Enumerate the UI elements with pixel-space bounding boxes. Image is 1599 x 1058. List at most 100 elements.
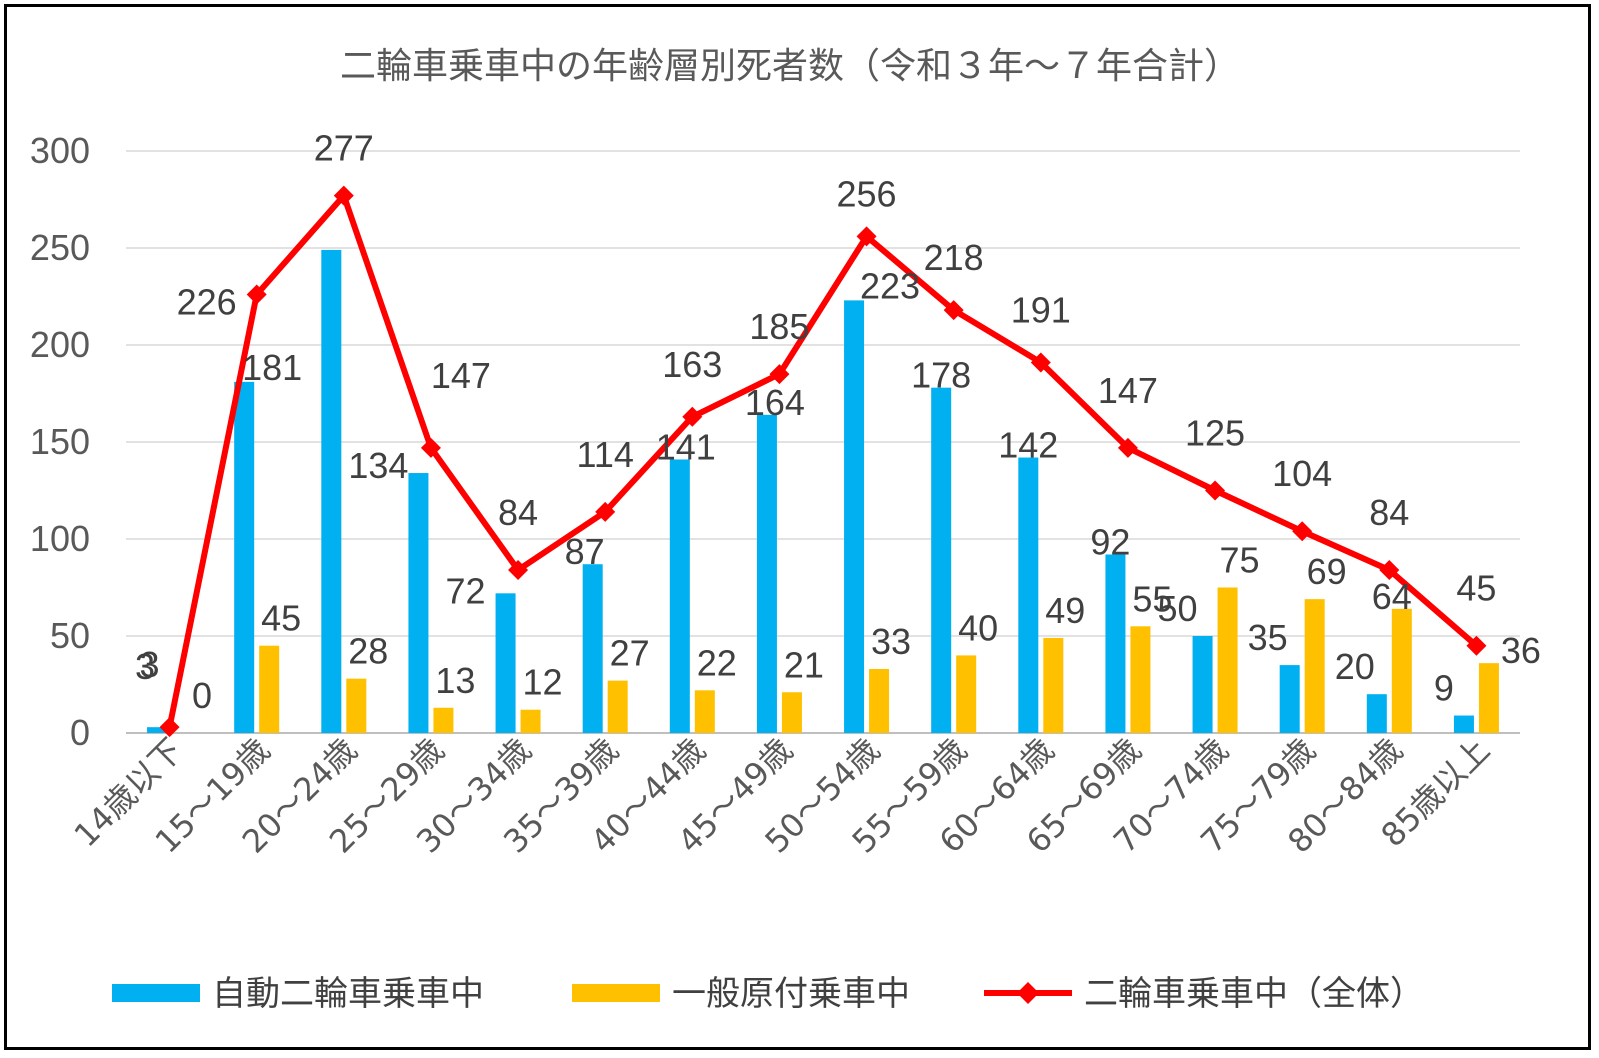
data-label-auto-12: 50 [1158,588,1198,629]
data-label-moped-2: 28 [348,631,388,672]
data-label-moped-3: 13 [435,660,475,701]
data-label-moped-1: 45 [261,598,301,639]
data-label-auto-0: 3 [135,646,155,687]
bar-11-auto-motorcycle [1105,554,1126,733]
bar-4-moped [520,709,541,733]
data-label-total-2: 277 [314,128,374,169]
data-label-moped-0: 0 [192,675,212,716]
data-label-total-13: 104 [1272,453,1332,494]
bar-3-auto-motorcycle [408,473,429,733]
data-label-moped-4: 12 [523,662,563,703]
line-marker-6 [682,406,703,427]
line-marker-10 [1030,352,1051,373]
line-marker-5 [595,501,616,522]
data-label-total-4: 84 [498,492,538,533]
bar-9-auto-motorcycle [931,387,952,733]
data-label-moped-15: 36 [1501,630,1541,671]
bar-5-auto-motorcycle [582,564,603,733]
line-marker-4 [508,560,529,581]
data-label-total-9: 218 [924,237,984,278]
data-label-total-1: 226 [177,282,237,323]
data-label-total-6: 163 [662,344,722,385]
bar-1-moped [259,645,280,733]
data-label-auto-4: 72 [446,570,486,611]
data-label-moped-14: 64 [1372,576,1412,617]
data-label-total-8: 256 [837,173,897,214]
bar-6-moped [694,690,715,733]
bar-1-auto-motorcycle [234,381,255,733]
data-label-moped-11: 55 [1132,578,1172,619]
bar-10-moped [1043,637,1064,733]
data-label-moped-12: 75 [1220,540,1260,581]
chart-frame [4,4,1591,1050]
bar-7-auto-motorcycle [756,414,777,733]
bar-12-auto-motorcycle [1192,636,1213,733]
data-label-auto-10: 142 [998,425,1058,466]
data-label-auto-15: 9 [1434,668,1454,709]
data-label-auto-13: 35 [1248,617,1288,658]
series-line-total [166,192,1479,728]
y-tick-label: 50 [50,615,90,656]
legend-swatch-1 [572,984,660,1002]
data-label-moped-9: 40 [958,607,998,648]
line-marker-3 [420,437,441,458]
bar-15-moped [1478,663,1499,733]
data-label-total-15: 45 [1456,568,1496,609]
line-marker-11 [1117,437,1138,458]
data-label-auto-9: 178 [911,355,971,396]
bar-8-moped [869,668,890,733]
line-marker-14 [1379,560,1400,581]
data-label-auto-11: 92 [1090,522,1130,563]
line-marker-8 [856,226,877,247]
data-label-moped-7: 21 [784,644,824,685]
bar-10-auto-motorcycle [1018,457,1039,733]
bar-3-moped [433,707,454,733]
line-marker-0 [159,717,180,738]
bar-13-moped [1304,599,1325,733]
bar-9-moped [956,655,977,733]
data-label-total-11: 147 [1098,370,1158,411]
data-label-moped-8: 33 [871,621,911,662]
y-tick-label: 300 [30,130,90,171]
line-marker-15 [1466,635,1487,656]
data-label-total-7: 185 [749,306,809,347]
data-label-total-10: 191 [1011,289,1071,330]
data-label-auto-8: 223 [860,265,920,306]
bar-14-auto-motorcycle [1366,694,1387,733]
data-label-moped-10: 49 [1045,590,1085,631]
bar-4-auto-motorcycle [495,593,516,733]
data-label-moped-5: 27 [610,633,650,674]
legend-label-2: 二輪車乗車中（全体） [1084,974,1424,1014]
line-marker-1 [246,284,267,305]
line-marker-7 [769,364,790,385]
data-label-moped-13: 69 [1307,551,1347,592]
data-label-total-3: 147 [431,355,491,396]
data-label-total-5: 114 [576,434,633,475]
line-marker-2 [333,185,354,206]
data-label-moped-6: 22 [697,642,737,683]
bar-2-auto-motorcycle [321,249,342,733]
line-marker-12 [1205,480,1226,501]
chart-title: 二輪車乗車中の年齢層別死者数（令和３年～７年合計） [340,46,1240,87]
data-label-total-0: 3 [140,644,160,685]
y-tick-label: 100 [30,518,90,559]
legend-label-1: 一般原付乗車中 [672,974,910,1014]
data-label-auto-14: 20 [1335,646,1375,687]
data-label-auto-5: 87 [565,531,605,572]
y-tick-label: 150 [30,421,90,462]
y-tick-label: 200 [30,324,90,365]
bar-13-auto-motorcycle [1279,665,1300,733]
data-label-total-12: 125 [1185,413,1245,454]
legend-swatch-0 [112,984,200,1002]
bar-11-moped [1130,626,1151,733]
bar-6-auto-motorcycle [669,459,690,733]
line-marker-9 [943,300,964,321]
bar-5-moped [607,680,628,733]
legend-marker-2 [1017,982,1039,1004]
bar-2-moped [346,678,367,733]
data-label-auto-1: 181 [242,347,302,388]
data-label-total-14: 84 [1369,492,1409,533]
bar-7-moped [781,692,802,733]
y-tick-label: 250 [30,227,90,268]
